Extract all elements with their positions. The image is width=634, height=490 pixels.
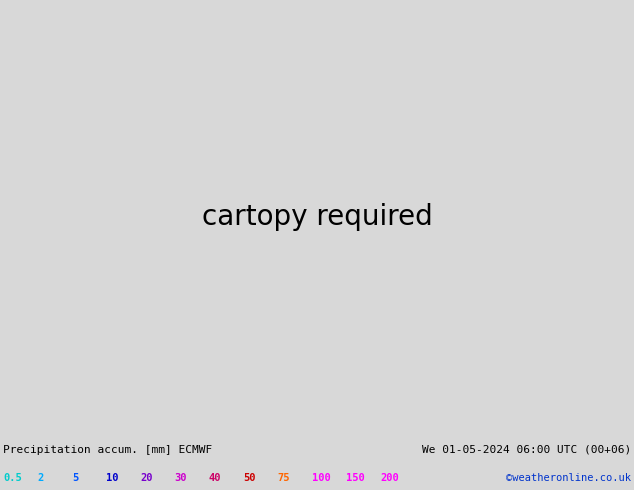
Text: 10: 10: [106, 472, 119, 483]
Text: 0.5: 0.5: [3, 472, 22, 483]
Text: 30: 30: [174, 472, 187, 483]
Text: ©weatheronline.co.uk: ©weatheronline.co.uk: [506, 472, 631, 483]
Text: 150: 150: [346, 472, 365, 483]
Text: 100: 100: [312, 472, 330, 483]
Text: 20: 20: [140, 472, 153, 483]
Text: 5: 5: [72, 472, 78, 483]
Text: 2: 2: [37, 472, 44, 483]
Text: 40: 40: [209, 472, 221, 483]
Text: 50: 50: [243, 472, 256, 483]
Text: We 01-05-2024 06:00 UTC (00+06): We 01-05-2024 06:00 UTC (00+06): [422, 445, 631, 455]
Text: cartopy required: cartopy required: [202, 203, 432, 231]
Text: 200: 200: [380, 472, 399, 483]
Text: Precipitation accum. [mm] ECMWF: Precipitation accum. [mm] ECMWF: [3, 445, 212, 455]
Text: 75: 75: [278, 472, 290, 483]
